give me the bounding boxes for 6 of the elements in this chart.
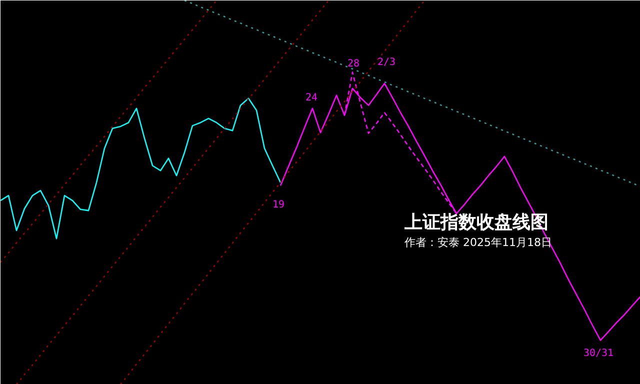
annotation: 28: [347, 58, 360, 70]
text: 作者：安泰 2025年11月18日: [404, 236, 552, 249]
annotation: 24: [305, 92, 318, 104]
annotation: 19: [272, 200, 285, 210]
annotation: 30/31: [583, 348, 614, 359]
annotation: 2/3: [377, 57, 396, 68]
